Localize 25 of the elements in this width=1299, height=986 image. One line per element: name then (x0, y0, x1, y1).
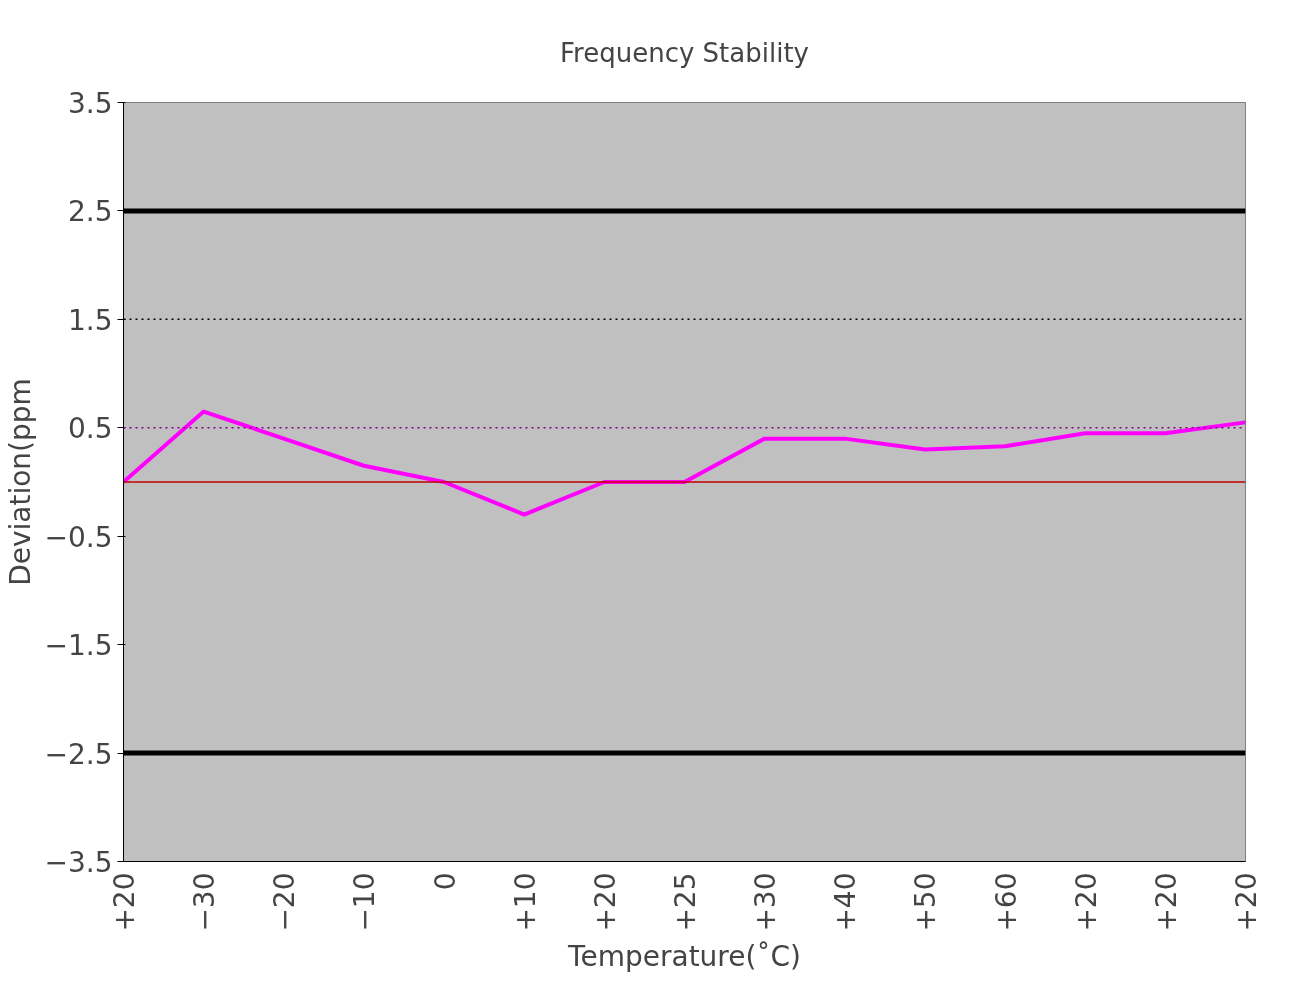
x-tick-label: +25 (669, 872, 702, 932)
y-tick-label: −0.5 (44, 520, 113, 554)
x-tick-label: +20 (588, 872, 622, 932)
y-tick-label: −2.5 (44, 737, 113, 771)
x-tick-label: −30 (188, 872, 222, 932)
x-axis-title: Temperature(˚C) (567, 939, 801, 973)
y-tick-label: 3.5 (67, 87, 113, 120)
y-axis-title: Deviation(ppm (3, 378, 37, 586)
x-tick-label: +30 (749, 872, 783, 932)
x-tick-label: +20 (1149, 872, 1183, 932)
y-tick-label: −1.5 (44, 629, 113, 663)
chart-title: Frequency Stability (560, 37, 809, 68)
y-tick-label: 0.5 (67, 412, 113, 446)
x-tick-label: 0 (428, 872, 462, 891)
x-tick-label: +20 (1069, 872, 1103, 932)
y-tick-label: 1.5 (67, 303, 113, 337)
x-tick-label: −10 (348, 872, 382, 932)
x-tick-label: +60 (989, 872, 1023, 932)
x-tick-label: +50 (909, 872, 943, 932)
y-tick-label: 2.5 (67, 195, 113, 229)
x-tick-label: +10 (508, 872, 542, 932)
x-tick-label: +20 (1230, 872, 1263, 932)
line-series (123, 409, 1246, 517)
x-tick-label: −20 (268, 872, 302, 932)
x-tick-label: +40 (829, 872, 863, 932)
